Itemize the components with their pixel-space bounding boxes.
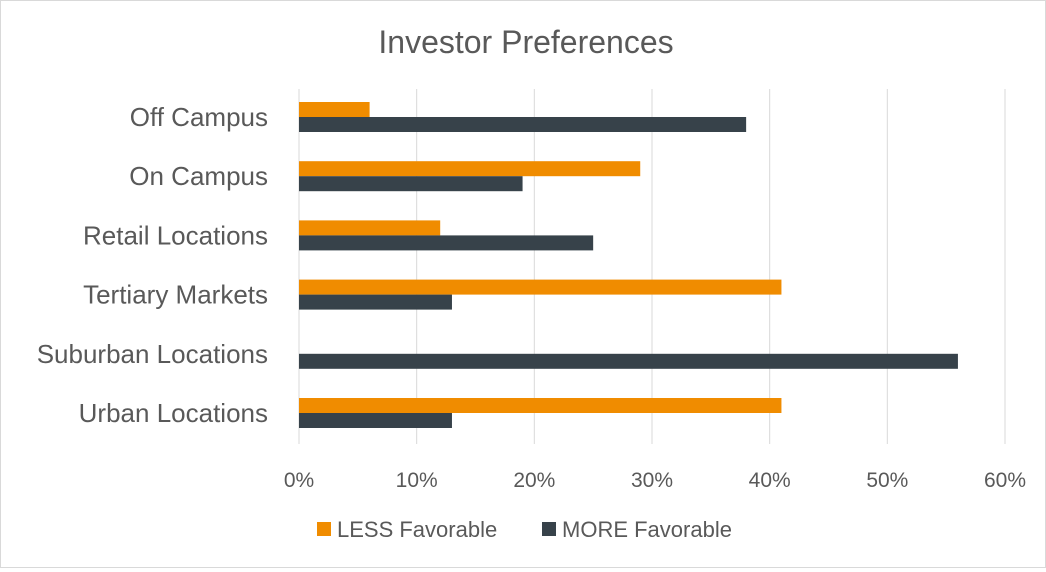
x-tick-label: 30% — [631, 469, 673, 492]
bar-more-favorable — [299, 353, 958, 369]
category-labels: Off Campus On Campus Retail Locations Terti… — [37, 102, 268, 428]
legend: LESS Favorable MORE Favorable — [317, 517, 732, 542]
legend-label: LESS Favorable — [337, 517, 497, 542]
bar-more-favorable — [299, 176, 523, 192]
legend-label: MORE Favorable — [562, 517, 732, 542]
legend-swatch — [317, 522, 331, 536]
x-tick-label: 40% — [749, 469, 791, 492]
category-label: On Campus — [129, 161, 268, 191]
bar-more-favorable — [299, 235, 594, 251]
category-label: Suburban Locations — [37, 339, 268, 369]
bar-less-favorable — [299, 102, 370, 117]
bar-more-favorable — [299, 294, 452, 310]
bar-less-favorable — [299, 398, 782, 413]
bars — [299, 102, 958, 428]
bar-less-favorable — [299, 220, 441, 236]
category-label: Urban Locations — [79, 398, 268, 428]
category-label: Retail Locations — [83, 220, 268, 250]
x-tick-label: 50% — [866, 469, 908, 492]
bar-less-favorable — [299, 161, 641, 177]
bar-less-favorable — [299, 279, 782, 295]
gridlines — [298, 89, 1006, 444]
x-tick-label: 60% — [984, 469, 1026, 492]
category-label: Tertiary Markets — [83, 280, 268, 310]
x-tick-label: 10% — [396, 469, 438, 492]
x-tick-label: 20% — [513, 469, 555, 492]
legend-swatch — [542, 522, 556, 536]
chart-title: Investor Preferences — [378, 24, 673, 60]
bar-more-favorable — [299, 413, 452, 428]
bar-more-favorable — [299, 117, 747, 132]
x-tick-label: 0% — [284, 469, 314, 492]
x-axis-tick-labels: 0% 10% 20% 30% 40% 50% 60% — [284, 469, 1026, 492]
category-label: Off Campus — [130, 102, 268, 132]
